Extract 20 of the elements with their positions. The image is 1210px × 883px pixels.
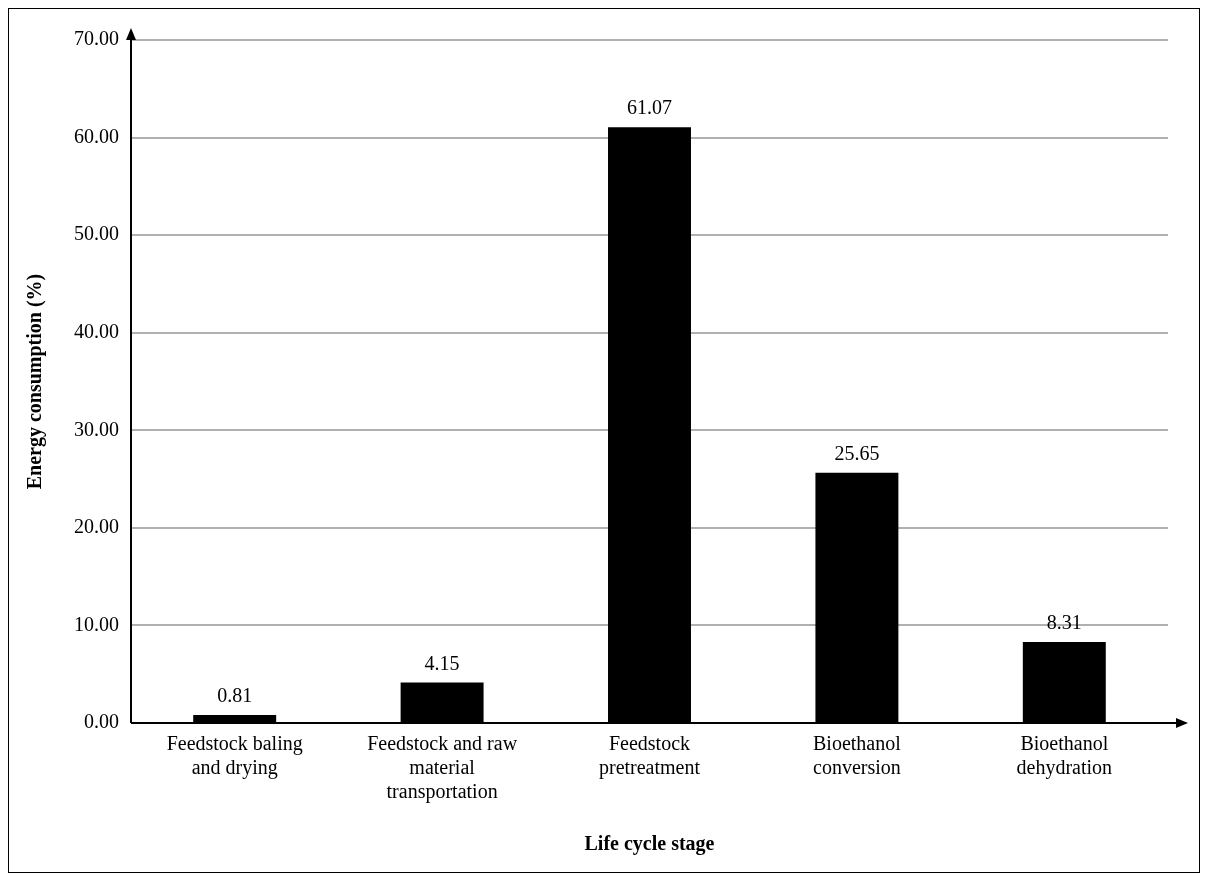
y-axis-title: Energy consumption (%) xyxy=(23,273,47,490)
y-tick-label: 10.00 xyxy=(74,612,119,635)
data-label: 25.65 xyxy=(834,441,880,464)
y-tick-label: 40.00 xyxy=(74,319,119,342)
x-tick-label: Bioethanol conversion xyxy=(813,732,902,779)
data-label: 8.31 xyxy=(1046,611,1082,634)
y-tick-label: 30.00 xyxy=(74,417,119,440)
x-tick-label: Feedstock baling and drying xyxy=(166,732,303,780)
x-tick-label: Feedstock pretreatment xyxy=(598,732,701,780)
x-tick-label: Bioethanol dehydration xyxy=(1016,732,1113,780)
x-axis-title: Life cycle stage xyxy=(584,832,715,856)
y-tick-label: 60.00 xyxy=(74,124,119,147)
y-tick-label: 50.00 xyxy=(74,222,119,245)
y-tick-label: 70.00 xyxy=(74,27,119,50)
data-label: 4.15 xyxy=(424,651,460,674)
data-label: 61.07 xyxy=(627,96,672,119)
data-label: 0.81 xyxy=(217,684,253,707)
y-tick-label: 20.00 xyxy=(74,515,119,538)
x-tick-label: Feedstock and raw material transportation xyxy=(367,732,518,804)
y-tick-label: 0.00 xyxy=(84,710,119,733)
